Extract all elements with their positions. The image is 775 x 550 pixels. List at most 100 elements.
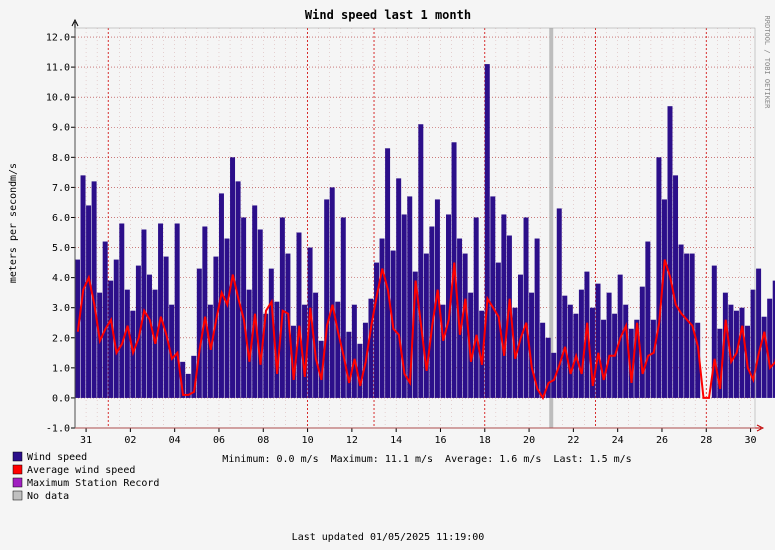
wind-speed-bar: [396, 178, 402, 398]
x-tick-label: 16: [434, 435, 446, 446]
wind-speed-bar: [767, 298, 773, 398]
wind-speed-bar: [169, 304, 175, 398]
legend-label: Wind speed: [27, 452, 87, 463]
wind-speed-bar: [108, 280, 114, 398]
wind-speed-bar: [711, 265, 717, 398]
wind-speed-bar: [207, 304, 213, 398]
x-axis-arrow: [756, 424, 765, 432]
wind-speed-bar: [368, 298, 374, 398]
wind-speed-bar: [274, 301, 280, 398]
wind-speed-bar: [772, 280, 775, 398]
wind-speed-bar: [739, 307, 745, 398]
y-tick-label: 9.0: [52, 123, 70, 134]
wind-speed-bar: [634, 319, 640, 398]
wind-speed-bar: [556, 208, 562, 398]
x-tick-label: 30: [745, 435, 757, 446]
legend-swatch: [12, 464, 23, 475]
wind-speed-bar: [673, 175, 679, 398]
x-tick-label: 06: [213, 435, 225, 446]
legend: Wind speed Average wind speed Maximum Stat…: [12, 451, 159, 502]
wind-speed-bar: [728, 304, 734, 398]
x-tick-label: 08: [257, 435, 269, 446]
x-tick-label: 28: [700, 435, 712, 446]
wind-speed-bar: [407, 196, 413, 398]
wind-speed-bar: [113, 259, 119, 398]
wind-speed-bar: [595, 283, 601, 398]
x-tick-label: 14: [390, 435, 402, 446]
wind-speed-bar: [224, 238, 230, 398]
wind-speed-bar: [545, 337, 551, 398]
wind-speed-bar: [750, 289, 756, 398]
wind-speed-bar: [174, 223, 180, 398]
wind-speed-bar: [119, 223, 125, 398]
wind-speed-bar: [423, 253, 429, 398]
wind-speed-bar: [656, 157, 662, 398]
wind-speed-bar: [684, 253, 690, 398]
last-updated: Last updated 01/05/2025 11:19:00: [292, 532, 485, 543]
x-tick-label: 20: [523, 435, 535, 446]
wind-speed-bar: [468, 292, 474, 398]
wind-speed-bar: [429, 226, 435, 398]
wind-speed-bar: [661, 199, 667, 398]
plot-frame: [74, 27, 756, 429]
wind-speed-bar: [290, 325, 296, 398]
wind-speed-bar: [329, 187, 335, 398]
y-tick-label: 2.0: [52, 333, 70, 344]
wind-speed-bar: [246, 289, 252, 398]
wind-speed-bar: [351, 304, 357, 398]
legend-swatch: [12, 477, 23, 488]
wind-speed-bar: [412, 271, 418, 398]
wind-speed-bar: [324, 199, 330, 398]
wind-speed-bar: [135, 265, 141, 398]
wind-speed-bar: [650, 319, 656, 398]
wind-speed-bar: [302, 304, 308, 398]
y-tick-label: 3.0: [52, 303, 70, 314]
wind-speed-bar: [667, 106, 673, 398]
y-axis-unit: m/s: [8, 163, 19, 181]
legend-swatch: [12, 451, 23, 462]
y-tick-label: 7.0: [52, 183, 70, 194]
y-tick-label: 8.0: [52, 153, 70, 164]
wind-speed-bar: [340, 217, 346, 398]
wind-speed-bar: [628, 328, 634, 398]
wind-speed-bar: [523, 217, 529, 398]
wind-speed-bar: [623, 304, 629, 398]
wind-speed-bar: [529, 292, 535, 398]
wind-speed-bar: [318, 340, 324, 398]
legend-label: No data: [27, 491, 69, 502]
wind-speed-bar: [601, 319, 607, 398]
wind-speed-bar: [346, 331, 352, 398]
y-axis-label: meters per second: [8, 181, 19, 283]
wind-speed-bar: [473, 217, 479, 398]
legend-swatch: [12, 490, 23, 501]
x-tick-label: 02: [124, 435, 136, 446]
wind-speed-bar: [158, 223, 164, 398]
wind-speed-bar: [401, 214, 407, 398]
wind-speed-bar: [479, 310, 485, 398]
y-axis-arrow: [71, 18, 79, 27]
wind-speed-bar: [196, 268, 202, 398]
legend-label: Maximum Station Record: [27, 478, 159, 489]
wind-speed-bar: [313, 292, 319, 398]
wind-speed-bar: [756, 268, 762, 398]
wind-speed-bar: [418, 124, 424, 398]
y-tick-label: 0.0: [52, 393, 70, 404]
wind-speed-bar: [235, 181, 241, 398]
x-tick-label: 24: [612, 435, 624, 446]
y-tick-label: 11.0: [46, 63, 70, 74]
wind-speed-bar: [213, 256, 219, 398]
wind-speed-bar: [446, 214, 451, 398]
y-tick-label: 6.0: [52, 213, 70, 224]
wind-speed-bar: [717, 328, 723, 398]
no-data-band: [549, 28, 554, 428]
wind-speed-bar: [534, 238, 540, 398]
wind-speed-bar: [296, 232, 302, 398]
wind-speed-bar: [252, 205, 258, 398]
y-tick-label: 1.0: [52, 363, 70, 374]
wind-speed-bar: [124, 289, 130, 398]
wind-speed-bar: [241, 217, 247, 398]
y-tick-label: 4.0: [52, 273, 70, 284]
wind-speed-bar: [263, 313, 269, 398]
wind-speed-bar: [91, 181, 97, 398]
wind-speed-bar: [379, 238, 385, 398]
